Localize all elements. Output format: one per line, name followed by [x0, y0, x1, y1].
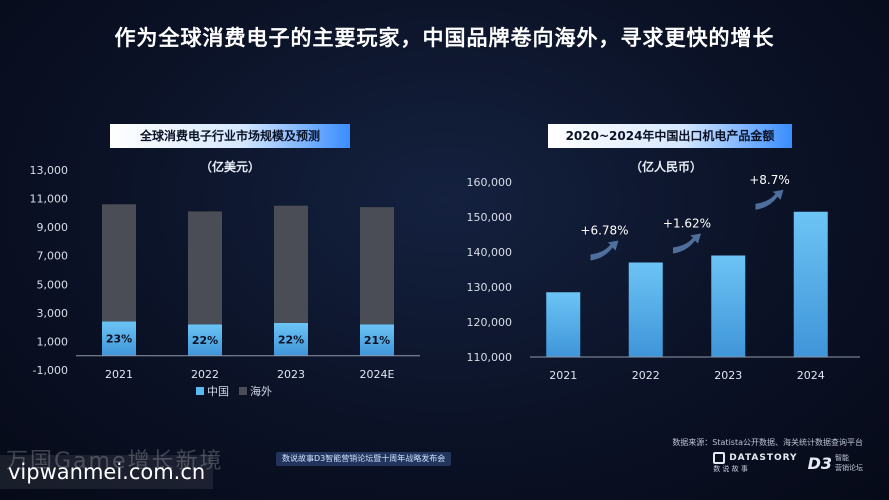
d3-brand: D3 智能 营销论坛: [808, 453, 863, 473]
left-bar-china: [102, 321, 136, 356]
brand-footer: DATASTORY 数 说 故 事 D3 智能 营销论坛: [713, 452, 863, 474]
datastory-logo-icon: [713, 452, 726, 464]
right-chart-unit: （亿人民币）: [629, 160, 702, 174]
datastory-logo: DATASTORY: [713, 452, 797, 464]
left-chart: 13,000 11,000 9,000 7,000 5,000 3,000 1,000 -1,…: [30, 164, 420, 381]
left-x-tick-label: 2022: [191, 368, 219, 381]
legend-swatch-overseas: [239, 387, 247, 395]
left-bar-china: [360, 324, 394, 356]
left-y-tick-label: 1,000: [37, 335, 69, 348]
legend-label-china: 中国: [207, 385, 229, 398]
left-x-tick-label: 2021: [105, 368, 133, 381]
right-growth-arrow: [755, 189, 784, 210]
d3-logo: D3: [807, 453, 832, 473]
left-bar-overseas: [188, 211, 222, 325]
watermark-url: vipwanmei.com.cn: [0, 455, 214, 489]
right-y-tick-label: 120,000: [467, 316, 513, 329]
left-y-tick-label: 13,000: [30, 164, 69, 177]
left-y-tick-label: 5,000: [37, 278, 69, 291]
right-chart-title: 2020~2024年中国出口机电产品金额: [548, 124, 792, 148]
d3-sub-2: 营销论坛: [835, 464, 863, 472]
d3-sub-1: 智能: [835, 454, 849, 462]
left-x-tick-label: 2023: [277, 368, 305, 381]
left-bar-share-label: 21%: [364, 334, 390, 347]
page-headline: 作为全球消费电子的主要玩家，中国品牌卷向海外，寻求更快的增长: [114, 26, 775, 50]
right-x-tick-label: 2024: [797, 369, 825, 382]
left-bar-overseas: [360, 207, 394, 325]
left-chart-unit: （亿美元）: [199, 160, 260, 174]
left-chart-legend: 中国 海外: [196, 383, 272, 399]
right-y-tick-label: 110,000: [467, 351, 513, 364]
right-growth-label: +6.78%: [580, 224, 628, 238]
right-y-tick-label: 140,000: [467, 246, 513, 259]
right-x-tick-label: 2022: [632, 369, 660, 382]
forum-banner: 数说故事D3智能营销论坛暨十周年战略发布会: [276, 452, 452, 466]
legend-label-overseas: 海外: [250, 385, 272, 398]
right-chart: 160,000 150,000 140,000 130,000 120,000 110,0…: [467, 173, 860, 382]
right-growth-label: +8.7%: [749, 173, 790, 187]
left-y-tick-label: 9,000: [37, 221, 69, 234]
left-y-tick-label: 3,000: [37, 307, 69, 320]
left-bar-share-label: 22%: [192, 334, 218, 347]
data-source-note: 数据来源：Statista公开数据、海关统计数据查询平台: [672, 438, 863, 447]
left-bar-china: [188, 324, 222, 356]
right-growth-label: +1.62%: [663, 217, 711, 231]
datastory-sub: 数 说 故 事: [713, 465, 748, 473]
right-bar: [628, 262, 663, 357]
left-y-tick-label: 7,000: [37, 250, 69, 263]
left-y-tick-label: -1,000: [33, 364, 68, 377]
right-bar: [546, 292, 581, 357]
right-growth-arrow: [590, 240, 619, 261]
right-bar: [793, 211, 828, 357]
legend-item-overseas: 海外: [239, 383, 272, 399]
left-bar-overseas: [102, 204, 136, 322]
left-bar-china: [274, 322, 308, 356]
datastory-name: DATASTORY: [729, 453, 798, 463]
right-bar: [711, 255, 746, 357]
legend-item-china: 中国: [196, 383, 229, 399]
legend-swatch-china: [196, 387, 204, 395]
right-growth-arrow: [673, 233, 701, 254]
left-bar-share-label: 22%: [278, 333, 304, 346]
left-y-tick-label: 11,000: [30, 193, 69, 206]
datastory-brand: DATASTORY 数 说 故 事: [713, 452, 797, 474]
left-x-tick-label: 2024E: [360, 368, 395, 381]
watermark-text: 万国Game增长新境: [6, 449, 224, 474]
right-y-tick-label: 130,000: [467, 281, 513, 294]
right-x-tick-label: 2021: [549, 369, 577, 382]
left-chart-title: 全球消费电子行业市场规模及预测: [110, 124, 350, 148]
right-y-tick-label: 150,000: [467, 211, 513, 224]
left-bar-overseas: [274, 205, 308, 323]
left-bar-share-label: 23%: [106, 333, 132, 346]
right-x-tick-label: 2023: [714, 369, 742, 382]
right-y-tick-label: 160,000: [467, 176, 513, 189]
